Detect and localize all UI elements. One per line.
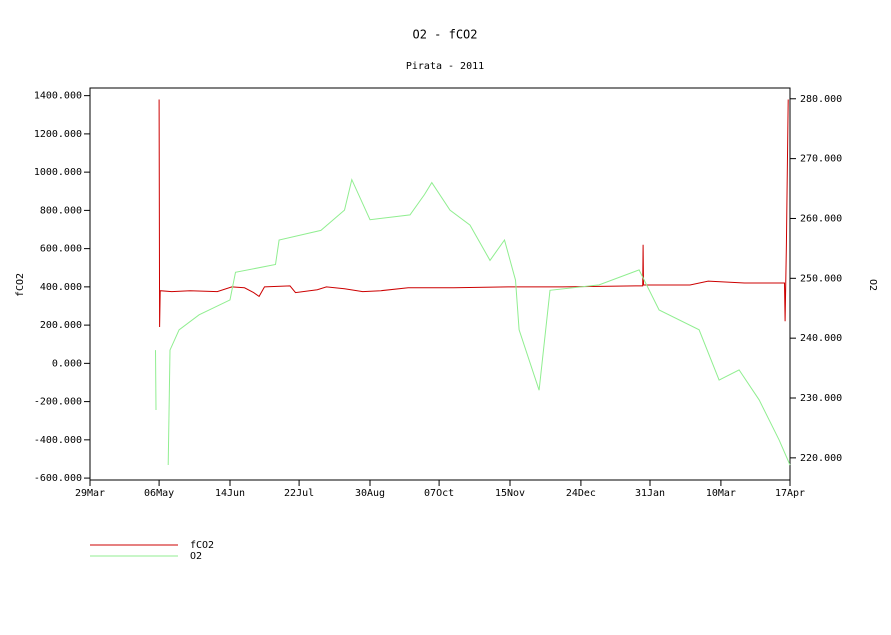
x-tick-label: 07Oct xyxy=(424,488,454,499)
y-tick-label: 1400.000 xyxy=(34,91,82,102)
y2-tick-label: 270.000 xyxy=(800,154,842,165)
y2-tick-label: 240.000 xyxy=(800,333,842,344)
x-tick-label: 22Jul xyxy=(284,488,314,499)
legend-label: O2 xyxy=(190,551,202,562)
y2-tick-label: 280.000 xyxy=(800,94,842,105)
chart-title: O2 - fCO2 xyxy=(412,28,477,42)
y2-tick-label: 250.000 xyxy=(800,273,842,284)
y-tick-label: 200.000 xyxy=(40,320,82,331)
plot-frame xyxy=(89,87,791,481)
y2-axis-label: O2 xyxy=(867,279,878,291)
y-tick-label: 1000.000 xyxy=(34,167,82,178)
y2-tick-label: 230.000 xyxy=(800,393,842,404)
legend-label: fCO2 xyxy=(190,540,214,551)
y-tick-label: 400.000 xyxy=(40,282,82,293)
y-axis-label: fCO2 xyxy=(15,273,26,297)
series-line xyxy=(155,178,791,466)
x-tick-label: 31Jan xyxy=(635,488,665,499)
y-tick-label: -600.000 xyxy=(34,473,82,484)
y2-tick-label: 260.000 xyxy=(800,213,842,224)
x-tick-label: 15Nov xyxy=(495,488,525,499)
chart-subtitle: Pirata - 2011 xyxy=(406,61,484,72)
y-tick-label: 1200.000 xyxy=(34,129,82,140)
x-tick-label: 06May xyxy=(144,488,174,499)
y2-tick-label: 220.000 xyxy=(800,453,842,464)
series-line xyxy=(158,99,789,328)
x-tick-label: 17Apr xyxy=(775,488,805,499)
x-tick-label: 14Jun xyxy=(215,488,245,499)
y-tick-label: 600.000 xyxy=(40,244,82,255)
y-tick-label: -200.000 xyxy=(34,397,82,408)
y-tick-label: 800.000 xyxy=(40,205,82,216)
x-tick-label: 29Mar xyxy=(75,488,105,499)
y-tick-label: 0.000 xyxy=(52,358,82,369)
y-tick-label: -400.000 xyxy=(34,435,82,446)
x-tick-label: 10Mar xyxy=(706,488,736,499)
x-tick-label: 30Aug xyxy=(355,488,385,499)
x-tick-label: 24Dec xyxy=(566,488,596,499)
